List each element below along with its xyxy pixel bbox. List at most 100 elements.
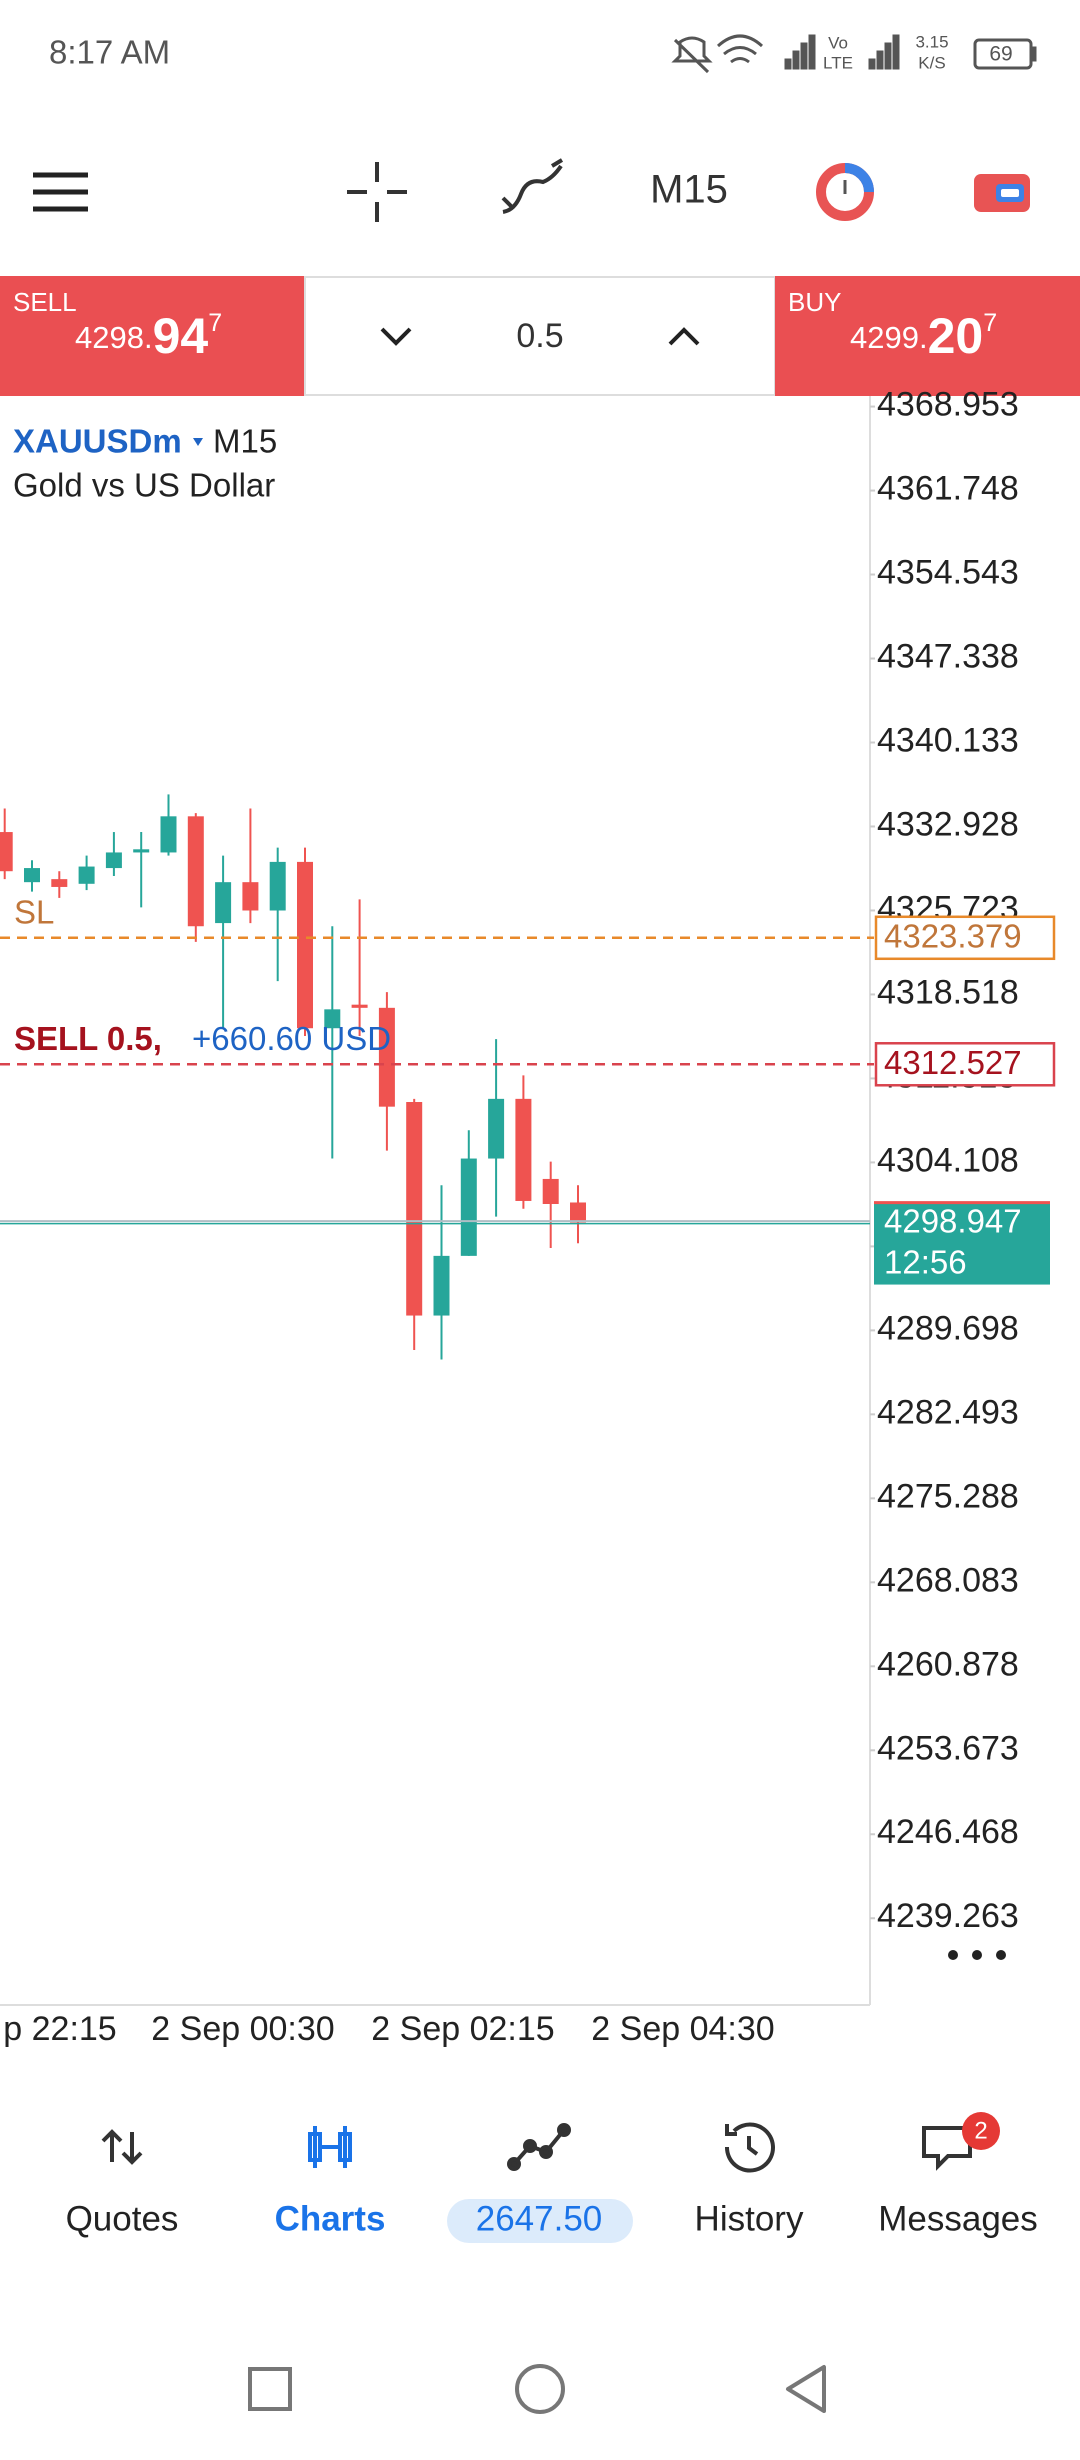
candle-body <box>460 1158 477 1256</box>
y-tick-label: 4368.953 <box>877 386 1019 424</box>
candle-body <box>433 1255 450 1316</box>
x-tick-label: 2 Sep 02:15 <box>371 2010 554 2048</box>
history-clock-button[interactable] <box>816 163 874 221</box>
sell-price-big: 94 <box>153 308 209 364</box>
level-price: 4312.527 <box>884 1044 1022 1081</box>
current-price: 4298.947 <box>884 1202 1022 1239</box>
battery: 69 <box>989 43 1012 66</box>
nav-charts[interactable]: Charts <box>275 2199 386 2238</box>
volume-value[interactable]: 0.5 <box>516 317 563 355</box>
buy-price-big: 20 <box>928 308 984 364</box>
nav-quotes[interactable]: Quotes <box>66 2199 179 2238</box>
back-button[interactable] <box>786 2365 826 2413</box>
y-tick-label: 4246.468 <box>877 1813 1019 1851</box>
candle-body <box>515 1098 532 1201</box>
y-tick-label: 4304.108 <box>877 1141 1019 1179</box>
badge <box>962 2112 1000 2150</box>
x-tick-label: 2 Sep 00:30 <box>151 2010 334 2048</box>
more-button[interactable] <box>948 1950 1006 1960</box>
y-tick-label: 4332.928 <box>877 805 1019 843</box>
volume-up[interactable] <box>668 327 700 346</box>
y-tick-label: 4268.083 <box>877 1561 1019 1599</box>
indicators-button[interactable] <box>501 158 564 214</box>
y-tick-label: 4282.493 <box>877 1393 1019 1431</box>
candle-body <box>187 816 204 927</box>
candle-body <box>51 879 68 887</box>
symbol-description: Gold vs US Dollar <box>13 467 275 504</box>
volume-down[interactable] <box>380 327 412 346</box>
y-tick-label: 4340.133 <box>877 721 1019 759</box>
nav-trade[interactable]: 2647.50 <box>476 2199 603 2238</box>
history-icon <box>724 2122 775 2173</box>
candle-body <box>242 882 259 911</box>
sell-price-head: 4298. <box>75 320 153 355</box>
y-tick-label: 4239.263 <box>877 1897 1019 1935</box>
buy-price: 4299.207 <box>850 308 997 364</box>
y-tick-label: 4354.543 <box>877 554 1019 592</box>
sell-price: 4298.947 <box>75 308 222 364</box>
lte: LTE <box>823 53 853 72</box>
net-speed: 3.15 <box>915 32 948 51</box>
candle-body <box>78 866 95 884</box>
candle-body <box>378 1007 395 1107</box>
chart-timeframe: M15 <box>213 423 277 460</box>
level-label: SELL 0.5, <box>14 1020 162 1057</box>
candle-body <box>570 1202 586 1223</box>
candle-body <box>105 852 122 869</box>
quotes-icon <box>101 2129 143 2165</box>
candle-body <box>0 832 13 872</box>
candle-body <box>488 1098 505 1159</box>
menu-button[interactable] <box>33 172 88 212</box>
level-label: SL <box>14 894 54 931</box>
home-button[interactable] <box>515 2364 565 2414</box>
symbol[interactable]: XAUUSDm <box>13 423 182 460</box>
y-tick-label: 4260.878 <box>877 1645 1019 1683</box>
y-tick-label: 4318.518 <box>877 973 1019 1011</box>
recents-button[interactable] <box>248 2367 292 2411</box>
candle-body <box>24 868 40 883</box>
crosshair-button[interactable] <box>347 162 407 222</box>
y-tick-label: 4347.338 <box>877 638 1019 676</box>
x-tick-label: 2 Sep 04:30 <box>591 2010 774 2048</box>
level-price-box <box>874 915 1056 961</box>
nav-messages[interactable]: Messages <box>878 2199 1038 2238</box>
trade-button[interactable] <box>974 174 1030 212</box>
candle-body <box>215 882 232 924</box>
y-tick-label: 4289.698 <box>877 1309 1019 1347</box>
candle-body <box>160 816 177 853</box>
volte: Vo <box>828 33 848 52</box>
nav-history[interactable]: History <box>695 2199 804 2238</box>
y-tick-label: 4253.673 <box>877 1729 1019 1767</box>
symbol-dropdown[interactable] <box>193 438 203 446</box>
trade-icon <box>507 2123 571 2171</box>
y-tick-label: 4361.748 <box>877 470 1019 508</box>
candle-timer: 12:56 <box>884 1243 967 1280</box>
candle-body <box>324 1009 341 1029</box>
candle-body <box>133 849 150 853</box>
buy-label: BUY <box>788 287 841 317</box>
candle-body <box>542 1178 559 1204</box>
buy-price-head: 4299. <box>850 320 928 355</box>
level-price: 4323.379 <box>884 918 1022 955</box>
plot: 4368.953 4361.748 4354.543 4347.338 4340.133… <box>0 386 1056 2048</box>
badge-count: 2 <box>974 2117 987 2144</box>
net-unit: K/S <box>918 53 945 72</box>
y-tick-label: 4275.288 <box>877 1477 1019 1515</box>
candle-body <box>406 1102 423 1316</box>
level-price-box <box>874 1042 1056 1087</box>
buy-price-sup: 7 <box>983 309 997 337</box>
sell-price-sup: 7 <box>208 309 222 337</box>
status-icons <box>671 34 1037 74</box>
level-profit: +660.60 USD <box>192 1020 391 1057</box>
balance-pill <box>447 2199 633 2243</box>
candle-body <box>297 861 313 1029</box>
buy-button[interactable] <box>775 276 1080 396</box>
charts-icon <box>308 2126 352 2168</box>
x-tick-label: p 22:15 <box>3 2010 116 2048</box>
candle-body <box>269 861 286 911</box>
volume-panel <box>304 276 776 396</box>
sell-button[interactable] <box>0 276 305 396</box>
timeframe-button[interactable]: M15 <box>650 168 728 212</box>
